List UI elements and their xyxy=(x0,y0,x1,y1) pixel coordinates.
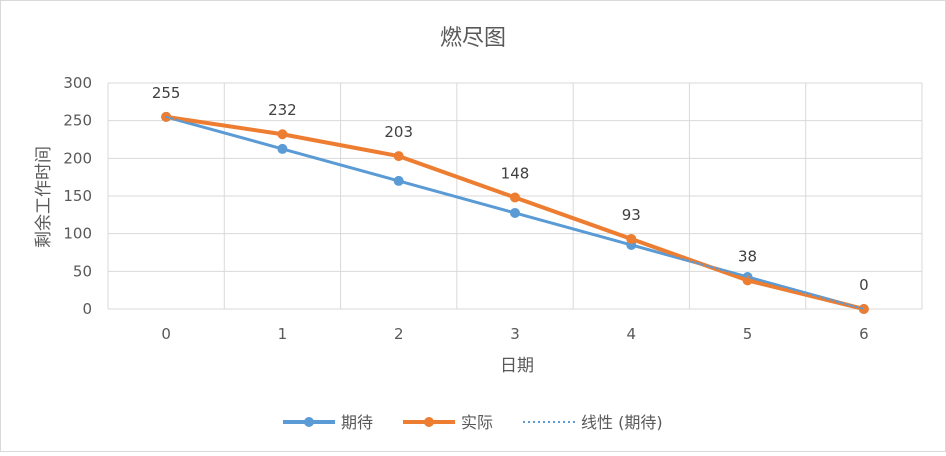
x-tick-label: 0 xyxy=(161,325,171,343)
series-1-point xyxy=(858,304,869,314)
series-1-point xyxy=(626,233,637,244)
legend-marker-1 xyxy=(424,417,434,427)
legend-marker-0 xyxy=(304,417,314,427)
x-tick-label: 6 xyxy=(859,325,869,343)
series-1-point xyxy=(510,192,520,203)
y-tick-label: 50 xyxy=(73,262,92,280)
data-label: 203 xyxy=(384,123,413,141)
y-tick-label: 300 xyxy=(63,74,92,92)
y-tick-label: 150 xyxy=(63,187,92,205)
x-tick-label: 4 xyxy=(627,325,637,343)
data-label: 232 xyxy=(268,101,297,119)
y-tick-labels: 0 50 100 150 200 250 300 xyxy=(63,74,92,318)
chart-title: 燃尽图 xyxy=(440,26,506,51)
x-tick-label: 1 xyxy=(278,325,288,343)
x-axis-label: 日期 xyxy=(500,356,534,376)
data-label: 0 xyxy=(859,276,869,294)
data-label: 148 xyxy=(501,165,530,183)
x-tick-labels: 0 1 2 3 4 5 6 xyxy=(161,325,868,343)
x-tick-label: 5 xyxy=(743,325,753,343)
x-tick-label: 2 xyxy=(394,325,404,343)
x-tick-label: 3 xyxy=(510,325,520,343)
y-tick-label: 0 xyxy=(82,300,92,318)
series-1-point xyxy=(393,151,404,162)
data-label: 93 xyxy=(622,206,641,224)
legend-label: 期待 xyxy=(341,413,373,432)
legend-label: 线性 (期待) xyxy=(581,413,663,432)
y-tick-label: 100 xyxy=(63,225,92,243)
data-label: 38 xyxy=(738,247,757,265)
data-label: 255 xyxy=(152,84,181,102)
legend: 期待 实际 线性 (期待) xyxy=(283,413,663,432)
gridlines xyxy=(107,82,923,310)
data-labels: 255 232 203 148 93 38 0 xyxy=(152,84,869,294)
y-tick-label: 250 xyxy=(63,112,92,130)
legend-label: 实际 xyxy=(461,413,493,432)
series-1-point xyxy=(277,129,288,140)
series-layer xyxy=(161,111,869,314)
series-2-line xyxy=(165,115,865,310)
y-axis-label: 剩余工作时间 xyxy=(34,146,54,248)
y-tick-label: 200 xyxy=(63,149,92,167)
